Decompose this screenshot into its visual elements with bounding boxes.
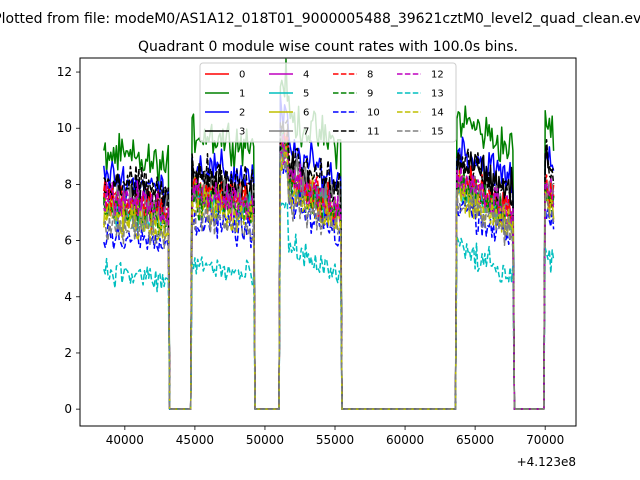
y-tick-label: 2 [64,346,72,360]
legend-label-14: 14 [431,108,444,119]
x-tick-label: 45000 [176,433,214,447]
y-tick-label: 10 [57,121,72,135]
x-axis: 40000 45000 50000 55000 60000 65000 70000 [106,426,564,447]
plot-frame [79,57,577,427]
legend-frame [199,62,457,143]
x-tick-label: 40000 [106,433,144,447]
legend-label-11: 11 [367,127,380,138]
x-tick-label: 65000 [456,433,494,447]
legend-label-6: 6 [303,108,309,119]
x-tick-label: 50000 [246,433,284,447]
x-tick-label: 55000 [316,433,354,447]
legend-label-0: 0 [239,70,245,81]
x-tick-label: 60000 [386,433,424,447]
legend-label-1: 1 [239,89,245,100]
chart-title: Quadrant 0 module wise count rates with … [138,39,518,55]
y-axis: 0 2 4 6 8 10 12 [57,65,80,416]
x-tick-label: 70000 [526,433,564,447]
legend-label-4: 4 [303,70,309,81]
legend-label-15: 15 [431,127,444,138]
y-tick-label: 6 [64,234,72,248]
legend-label-9: 9 [367,89,373,100]
y-tick-label: 4 [64,290,72,304]
series-layer [103,58,555,410]
y-tick-label: 12 [57,65,72,79]
figure-suptitle: Plotted from file: modeM0/AS1A12_018T01_… [0,11,640,27]
legend-label-8: 8 [367,70,373,81]
y-tick-label: 0 [64,402,72,416]
legend-label-3: 3 [239,127,245,138]
series-line-15 [103,149,555,410]
legend-label-12: 12 [431,70,444,81]
legend-label-2: 2 [239,108,245,119]
legend-label-5: 5 [303,89,309,100]
legend-label-7: 7 [303,127,309,138]
legend-label-10: 10 [367,108,380,119]
y-tick-label: 8 [64,177,72,191]
legend-label-13: 13 [431,89,444,100]
x-axis-offset-label: +4.123e8 [517,455,576,469]
